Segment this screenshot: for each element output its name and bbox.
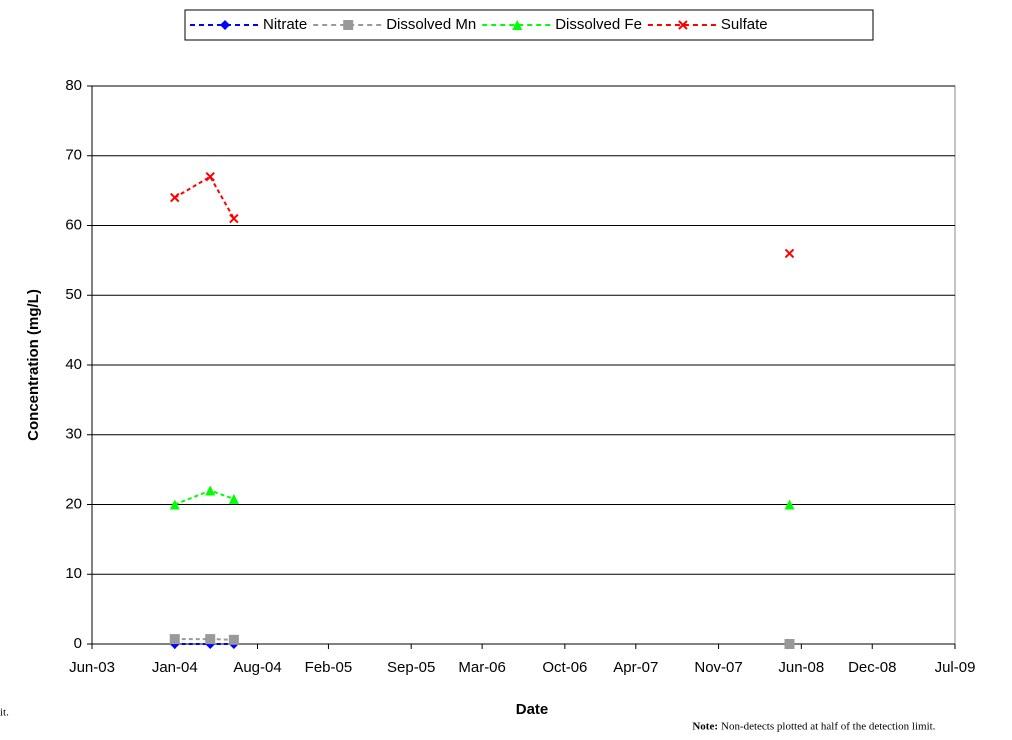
data-point (784, 499, 795, 510)
x-tick-label: Mar-06 (458, 659, 506, 676)
series-line (175, 639, 790, 644)
legend-marker (220, 20, 230, 30)
y-tick-label: 70 (65, 147, 82, 164)
data-point (170, 192, 180, 203)
legend-label: Sulfate (721, 16, 768, 33)
series-line (175, 491, 790, 505)
y-tick-label: 30 (65, 426, 82, 443)
data-point (229, 213, 239, 224)
x-tick-label: Dec-08 (848, 659, 896, 676)
data-point (205, 485, 216, 496)
x-tick-label: Jul-09 (935, 659, 976, 676)
x-tick-label: Feb-05 (305, 659, 353, 676)
y-tick-label: 40 (65, 356, 82, 373)
y-axis-label: Concentration (mg/L) (25, 289, 42, 441)
x-tick-label: Apr-07 (613, 659, 658, 676)
data-point (169, 634, 180, 645)
clipped-text: it. (0, 707, 9, 719)
x-axis-label: Date (516, 701, 549, 718)
y-tick-label: 80 (65, 77, 82, 94)
data-point (205, 634, 216, 645)
legend-label: Dissolved Mn (386, 16, 476, 33)
x-tick-label: Oct-06 (542, 659, 587, 676)
y-tick-label: 50 (65, 286, 82, 303)
x-tick-label: Jun-03 (69, 659, 115, 676)
legend-label: Dissolved Fe (555, 16, 642, 33)
y-tick-label: 20 (65, 495, 82, 512)
x-tick-label: Jun-08 (778, 659, 824, 676)
legend-label: Nitrate (263, 16, 307, 33)
note-label: Note: (692, 721, 718, 733)
data-point (228, 634, 239, 645)
x-tick-label: Aug-04 (233, 659, 281, 676)
series-line (175, 177, 790, 254)
legend-marker (343, 20, 354, 30)
data-point (784, 639, 795, 649)
x-tick-label: Jan-04 (152, 659, 198, 676)
data-point (228, 493, 239, 504)
x-tick-label: Nov-07 (694, 659, 742, 676)
y-tick-label: 60 (65, 216, 82, 233)
data-point (784, 248, 795, 259)
note: Non-detects plotted at half of the detec… (721, 721, 936, 733)
x-tick-label: Sep-05 (387, 659, 435, 676)
legend-marker (678, 20, 688, 30)
data-point (169, 499, 180, 510)
legend-marker (512, 20, 523, 30)
y-tick-label: 0 (74, 635, 82, 652)
data-point (205, 171, 215, 182)
y-tick-label: 10 (65, 565, 82, 582)
